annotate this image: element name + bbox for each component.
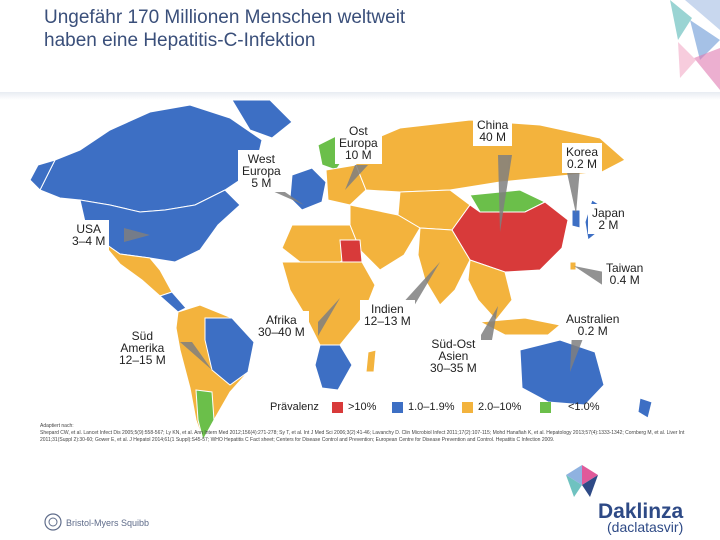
label-indien: Indien 12–13 M [360, 300, 415, 330]
madagascar-region [365, 349, 377, 373]
pointer-usa [124, 228, 150, 242]
pointer-sued-ost-asien [478, 306, 498, 340]
references-text: Shepard CW, et al. Lancet Infect Dis 200… [40, 430, 685, 443]
sued-ost-asien-line2: Asien [438, 349, 469, 363]
taiwan-region [569, 261, 577, 271]
references-heading: Adaptiert nach: [40, 423, 74, 429]
daklinza-logo-icon [566, 465, 598, 497]
legend-label-low-mid: 1.0–1.9% [408, 401, 455, 413]
pointer-afrika [318, 298, 340, 336]
japan-line2: 2 M [598, 218, 619, 232]
legend-label-high: >10% [348, 401, 377, 413]
egypt-region [339, 239, 363, 263]
new-zealand-region [637, 397, 653, 419]
west-europe-region [289, 167, 327, 211]
usa-line1: USA [76, 222, 102, 236]
label-taiwan: Taiwan 0.4 M [602, 259, 648, 289]
china-line2: 40 M [479, 130, 507, 144]
usa-line2: 3–4 M [72, 234, 106, 248]
taiwan-line2: 0.4 M [609, 273, 640, 287]
label-ost-europa: Ost Europa 10 M [335, 122, 382, 164]
references: Adaptiert nach: Shepard CW, et al. Lance… [40, 423, 710, 444]
pointer-korea [566, 168, 580, 214]
title-line-2: haben eine Hepatitis-C-Infektion [44, 30, 316, 51]
china-line1: China [477, 118, 509, 132]
legend-swatch-low-mid [392, 402, 403, 413]
west-europa-line3: 5 M [251, 176, 272, 190]
indonesia-region [478, 317, 562, 336]
legend-swatch-low [540, 402, 551, 413]
label-korea: Korea 0.2 M [562, 143, 603, 173]
korea-line1: Korea [566, 145, 599, 159]
brazil-region [204, 317, 255, 386]
sued-amerika-line1: Süd [131, 329, 154, 343]
indien-line1: Indien [371, 302, 404, 316]
afrika-line1: Afrika [266, 313, 297, 327]
corner-decoration [670, 0, 720, 90]
central-america-region [159, 291, 187, 313]
title-separator [0, 92, 720, 100]
legend-swatch-high [332, 402, 343, 413]
pointer-sued-amerika [180, 342, 212, 370]
pointer-china [498, 155, 512, 232]
product-logo-subtext: (daclatasvir) [607, 519, 684, 535]
legend-label-low: <1.0% [568, 401, 600, 413]
korea-line2: 0.2 M [567, 157, 598, 171]
label-china: China 40 M [473, 116, 513, 146]
label-sued-amerika: Süd Amerika 12–15 M [115, 327, 170, 369]
product-logo-text: Daklinza [598, 500, 684, 523]
taiwan-line1: Taiwan [606, 261, 644, 275]
label-japan: Japan 2 M [588, 204, 629, 234]
southeast-asia-region [467, 259, 513, 321]
sued-amerika-line2: Amerika [120, 341, 165, 355]
legend-swatch-mid [462, 402, 473, 413]
japan-line1: Japan [592, 206, 625, 220]
legend-label-mid: 2.0–10% [478, 401, 522, 413]
india-region [417, 227, 471, 306]
korea-region [571, 209, 581, 229]
bms-logo-icon [44, 513, 62, 531]
alaska-region [29, 159, 56, 191]
slide-title: Ungefähr 170 Millionen Menschen weltweit… [44, 6, 604, 52]
pointer-ost-europa [345, 165, 368, 190]
west-europa-line2: Europa [242, 164, 281, 178]
label-afrika: Afrika 30–40 M [254, 311, 309, 341]
greenland-region [231, 99, 293, 139]
ost-europa-line2: Europa [339, 136, 378, 150]
pointer-west-europa [270, 190, 304, 205]
australien-line2: 0.2 M [577, 324, 608, 338]
southern-africa-region [314, 344, 353, 391]
sued-ost-asien-line3: 30–35 M [430, 361, 477, 375]
label-west-europa: West Europa 5 M [238, 150, 285, 192]
australia-region [519, 339, 605, 406]
pointer-indien [400, 262, 440, 306]
argentina-region [195, 389, 215, 442]
ost-europa-line3: 10 M [345, 148, 372, 162]
afrika-line2: 30–40 M [258, 325, 305, 339]
ost-europa-line1: Ost [349, 124, 368, 138]
west-europa-line1: West [247, 152, 275, 166]
indien-line2: 12–13 M [364, 314, 411, 328]
bms-logo-text: Bristol-Myers Squibb [66, 518, 150, 528]
title-line-1: Ungefähr 170 Millionen Menschen weltweit [44, 7, 406, 28]
legend-title: Prävalenz [270, 401, 319, 413]
pointer-australien [570, 332, 584, 372]
label-usa: USA 3–4 M [68, 220, 110, 250]
label-australien: Australien 0.2 M [562, 310, 624, 340]
label-sued-ost-asien: Süd-Ost Asien 30–35 M [426, 335, 481, 377]
australien-line1: Australien [566, 312, 620, 326]
sued-ost-asien-line1: Süd-Ost [431, 337, 476, 351]
sued-amerika-line3: 12–15 M [119, 353, 166, 367]
pointer-taiwan [574, 266, 604, 286]
